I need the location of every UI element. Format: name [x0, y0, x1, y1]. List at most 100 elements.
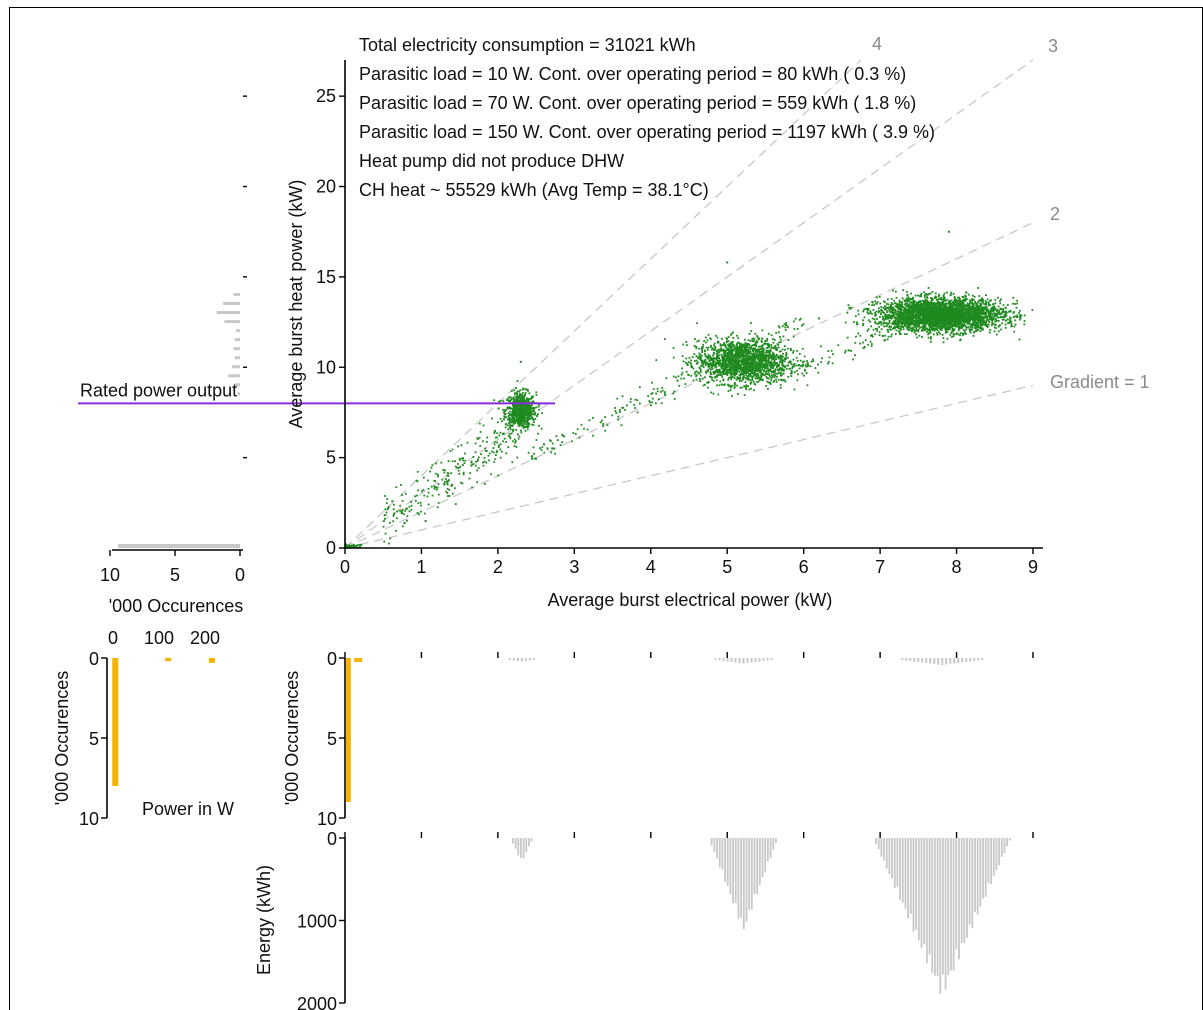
scatter-point — [725, 371, 728, 374]
scatter-point — [951, 325, 954, 328]
scatter-point — [512, 415, 514, 418]
scatter-point — [756, 355, 759, 357]
scatter-point — [898, 302, 901, 305]
scatter-point — [534, 418, 537, 420]
scatter-point — [726, 358, 729, 361]
scatter-point — [989, 314, 992, 317]
scatter-point — [728, 362, 731, 365]
scatter-point — [509, 400, 511, 403]
scatter-point — [742, 349, 745, 352]
scatter-point — [956, 314, 959, 317]
scatter-point — [899, 305, 901, 308]
scatter-point — [915, 319, 918, 322]
scatter-point — [973, 320, 976, 323]
scatter-point — [526, 404, 529, 406]
scatter-point — [727, 390, 730, 393]
scatter-point — [708, 359, 711, 362]
scatter-point — [708, 356, 711, 359]
scatter-point — [972, 294, 974, 297]
scatter-point — [910, 301, 913, 303]
scatter-point — [935, 302, 937, 305]
scatter-point — [968, 328, 971, 330]
scatter-point — [521, 407, 523, 410]
scatter-point — [937, 312, 940, 315]
scatter-point — [766, 339, 769, 342]
scatter-point — [706, 357, 709, 360]
scatter-point — [703, 352, 706, 355]
scatter-point — [968, 321, 971, 324]
scatter-point — [768, 374, 771, 376]
scatter-point — [804, 369, 807, 372]
scatter-point — [993, 305, 996, 308]
scatter-point — [729, 350, 732, 353]
scatter-point — [889, 310, 892, 313]
scatter-point — [915, 318, 917, 321]
scatter-point — [771, 371, 774, 374]
scatter-point — [704, 361, 706, 364]
scatter-point — [918, 334, 921, 337]
scatter-point — [912, 322, 915, 325]
scatter-point — [754, 383, 757, 386]
scatter-point — [921, 299, 924, 302]
scatter-point — [521, 424, 524, 427]
scatter-point — [715, 365, 718, 368]
scatter-point — [874, 311, 876, 314]
scatter-point — [1012, 296, 1015, 299]
scatter-point — [986, 325, 989, 328]
scatter-point — [522, 415, 524, 417]
scatter-point — [510, 424, 513, 427]
scatter-point — [971, 326, 974, 329]
scatter-point — [909, 327, 912, 330]
scatter-point — [942, 307, 945, 310]
scatter-point — [745, 362, 748, 365]
scatter-point — [760, 344, 763, 347]
scatter-point — [890, 305, 892, 308]
scatter-point — [989, 328, 992, 331]
scatter-point — [892, 320, 895, 323]
scatter-point — [714, 371, 717, 374]
scatter-point — [716, 368, 718, 371]
scatter-point — [924, 328, 927, 331]
scatter-point — [724, 368, 727, 371]
scatter-point — [730, 376, 733, 379]
scatter-point — [990, 324, 993, 327]
scatter-point — [962, 325, 965, 328]
scatter-point — [736, 361, 739, 364]
scatter-point — [743, 369, 746, 371]
scatter-point — [731, 354, 734, 357]
scatter-point — [710, 344, 712, 347]
scatter-point — [934, 292, 937, 295]
scatter-point — [969, 331, 972, 334]
scatter-point — [738, 353, 741, 356]
scatter-point — [875, 302, 878, 305]
scatter-point — [771, 370, 774, 373]
scatter-point — [507, 396, 510, 399]
scatter-point — [927, 332, 930, 335]
scatter-point — [535, 391, 538, 394]
scatter-point — [944, 302, 947, 305]
scatter-point — [754, 350, 757, 353]
scatter-point — [744, 342, 747, 345]
scatter-point — [992, 322, 995, 325]
scatter-point — [946, 331, 949, 333]
scatter-point — [696, 322, 698, 325]
scatter-point — [939, 321, 942, 323]
scatter-point — [759, 345, 762, 348]
scatter-point — [922, 322, 925, 324]
scatter-point — [942, 315, 945, 318]
scatter-point — [520, 420, 523, 422]
scatter-point — [772, 358, 775, 361]
scatter-point — [523, 420, 526, 422]
scatter-point — [918, 318, 920, 321]
scatter-point — [772, 338, 774, 340]
scatter-point — [968, 299, 971, 302]
scatter-point — [714, 363, 717, 366]
scatter-point — [948, 327, 951, 330]
scatter-point — [926, 303, 928, 305]
scatter-point — [906, 325, 909, 328]
scatter-point — [1013, 310, 1016, 313]
scatter-point — [704, 358, 707, 361]
scatter-point — [688, 356, 691, 359]
scatter-point — [939, 297, 942, 300]
scatter-point — [970, 307, 973, 310]
